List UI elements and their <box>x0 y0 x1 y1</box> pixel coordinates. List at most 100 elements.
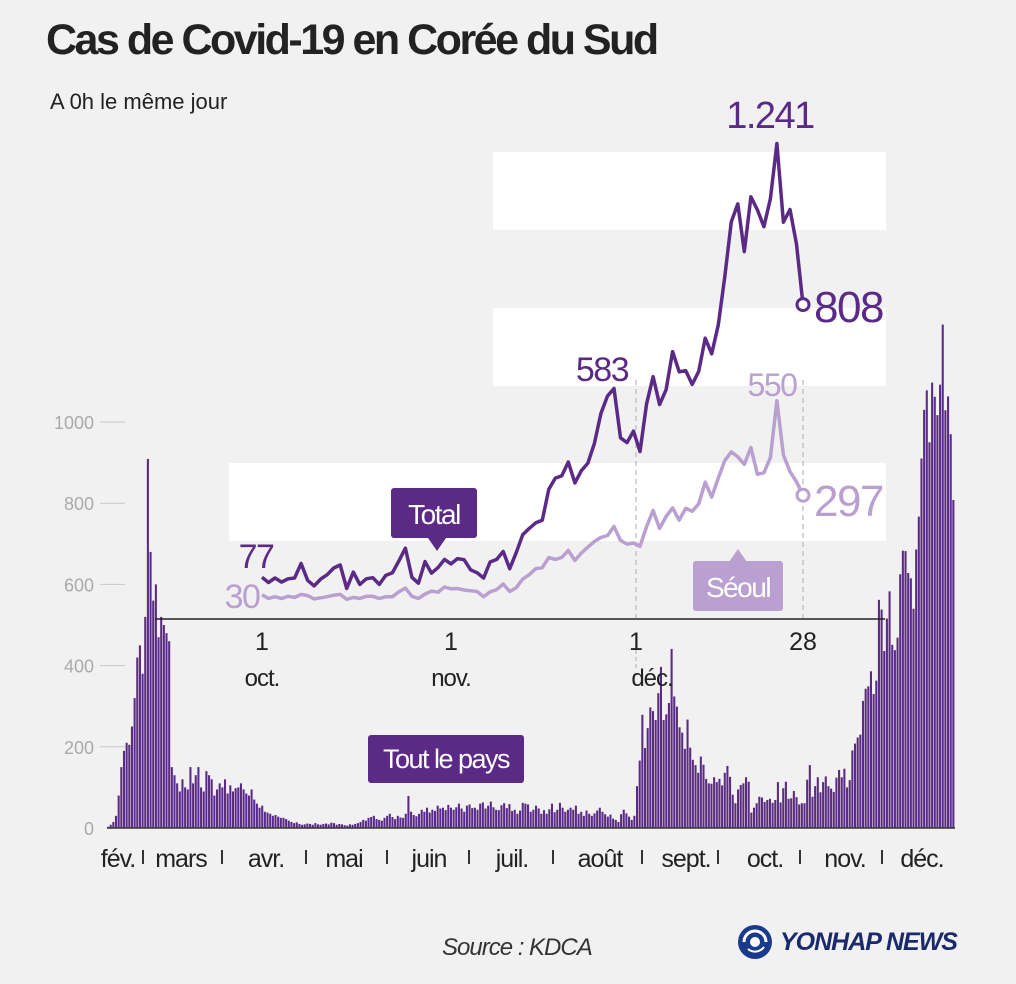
bar <box>500 805 503 828</box>
bar <box>351 824 354 828</box>
bar <box>457 803 460 828</box>
bar <box>681 732 684 828</box>
bar <box>920 458 923 828</box>
bar <box>617 821 620 828</box>
bar <box>301 824 304 828</box>
bar <box>752 807 756 828</box>
bar <box>869 671 872 828</box>
bar <box>181 779 184 828</box>
bar <box>277 816 280 828</box>
bar <box>338 823 341 828</box>
total-end-marker <box>795 297 811 313</box>
x-month-label: mars <box>155 845 207 873</box>
bar <box>247 795 250 828</box>
bar <box>125 742 128 828</box>
bar <box>766 799 769 828</box>
bar <box>928 442 931 828</box>
bar <box>271 815 274 828</box>
bar <box>138 645 141 828</box>
bar <box>489 801 492 828</box>
bar <box>558 802 561 828</box>
bar <box>524 803 527 828</box>
bar <box>548 809 551 828</box>
bar <box>154 584 157 828</box>
bar <box>364 820 367 828</box>
bar <box>606 816 609 828</box>
line-seoul <box>261 399 805 602</box>
bar <box>609 814 612 828</box>
bar <box>426 807 429 828</box>
bar <box>689 747 692 828</box>
bar <box>861 700 865 828</box>
seoul-start-label: 30 <box>225 578 260 616</box>
bar <box>354 823 357 828</box>
bar <box>758 796 761 828</box>
bar <box>367 817 370 828</box>
bar <box>128 744 131 828</box>
bar <box>838 769 841 828</box>
bar <box>883 650 886 828</box>
bar <box>348 824 351 828</box>
bar <box>505 808 508 828</box>
bar <box>697 772 700 828</box>
logo: YONHAP NEWS <box>736 923 958 961</box>
series-label-box <box>391 488 477 538</box>
y-tick-label: 1000 <box>54 413 94 433</box>
bar <box>141 673 144 828</box>
bar <box>944 410 947 828</box>
bar <box>386 815 389 828</box>
bar <box>790 798 793 828</box>
bar <box>904 551 907 828</box>
bar <box>705 778 708 828</box>
bar <box>699 756 702 828</box>
bar <box>529 811 532 828</box>
bar <box>784 781 787 828</box>
bar <box>436 805 439 828</box>
bar <box>686 719 689 828</box>
x-month-label: juil. <box>495 845 529 873</box>
bar <box>620 814 623 828</box>
series-label-seoul: Séoul <box>693 549 783 611</box>
bar <box>566 809 569 828</box>
bar <box>806 779 809 828</box>
bar <box>391 817 394 828</box>
bar <box>322 823 325 828</box>
total-peak-label: 583 <box>576 351 629 389</box>
bar <box>670 648 673 828</box>
bar <box>760 797 764 828</box>
series-label-text: Total <box>408 499 460 530</box>
bar <box>933 396 936 828</box>
bar <box>250 789 253 828</box>
bar <box>630 819 633 828</box>
bar <box>269 813 272 828</box>
bar <box>585 810 588 828</box>
seoul-end-marker <box>795 487 811 503</box>
bar <box>144 616 147 828</box>
bar <box>476 809 479 828</box>
yonhap-globe-icon <box>738 925 772 959</box>
inset-x-tick-day: 1 <box>444 628 458 656</box>
seoul-end-label: 297 <box>814 477 883 526</box>
bar <box>202 791 205 828</box>
bar <box>899 574 902 828</box>
bar <box>612 818 615 828</box>
bar <box>186 789 189 828</box>
bar <box>540 813 543 828</box>
bar <box>814 786 817 828</box>
bar <box>149 551 152 828</box>
bar <box>253 799 256 828</box>
bar <box>646 728 649 828</box>
bar <box>593 813 596 828</box>
bar <box>782 788 785 828</box>
inset-x-tick-day: 28 <box>789 628 817 656</box>
y-tick-label: 0 <box>84 819 94 839</box>
bar <box>654 720 657 828</box>
bar <box>715 782 718 828</box>
bar <box>909 578 912 828</box>
bar <box>726 765 729 828</box>
bar <box>588 813 591 828</box>
bar <box>750 812 753 828</box>
bar <box>407 795 410 828</box>
bar <box>580 811 583 828</box>
